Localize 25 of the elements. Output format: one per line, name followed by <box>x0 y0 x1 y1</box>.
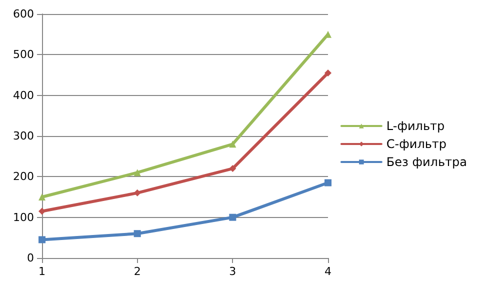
y-tick-label: 200 <box>13 170 34 184</box>
point <box>229 165 236 172</box>
y-tick-label: 400 <box>13 88 34 102</box>
legend-label: C-фильтр <box>386 137 447 151</box>
legend-label: Без фильтра <box>386 155 468 169</box>
point <box>38 208 46 215</box>
point <box>229 214 236 221</box>
point <box>38 236 46 244</box>
point <box>324 179 332 186</box>
x-tick-label: 3 <box>229 265 236 278</box>
y-tick-label: 500 <box>13 48 34 62</box>
x-tick-label: 1 <box>38 265 46 278</box>
point <box>324 69 332 76</box>
point <box>38 194 46 200</box>
y-tick-label: 100 <box>13 210 34 224</box>
x-tick-label: 4 <box>324 265 332 278</box>
legend-label: L-фильтр <box>386 119 445 133</box>
x-tick-label: 2 <box>134 265 141 278</box>
y-tick-label: 600 <box>13 8 34 20</box>
point <box>134 169 141 176</box>
y-tick-label: 300 <box>13 130 34 142</box>
point <box>134 230 141 238</box>
point <box>229 140 236 148</box>
y-tick-label: 0 <box>27 252 34 264</box>
point <box>134 189 141 196</box>
